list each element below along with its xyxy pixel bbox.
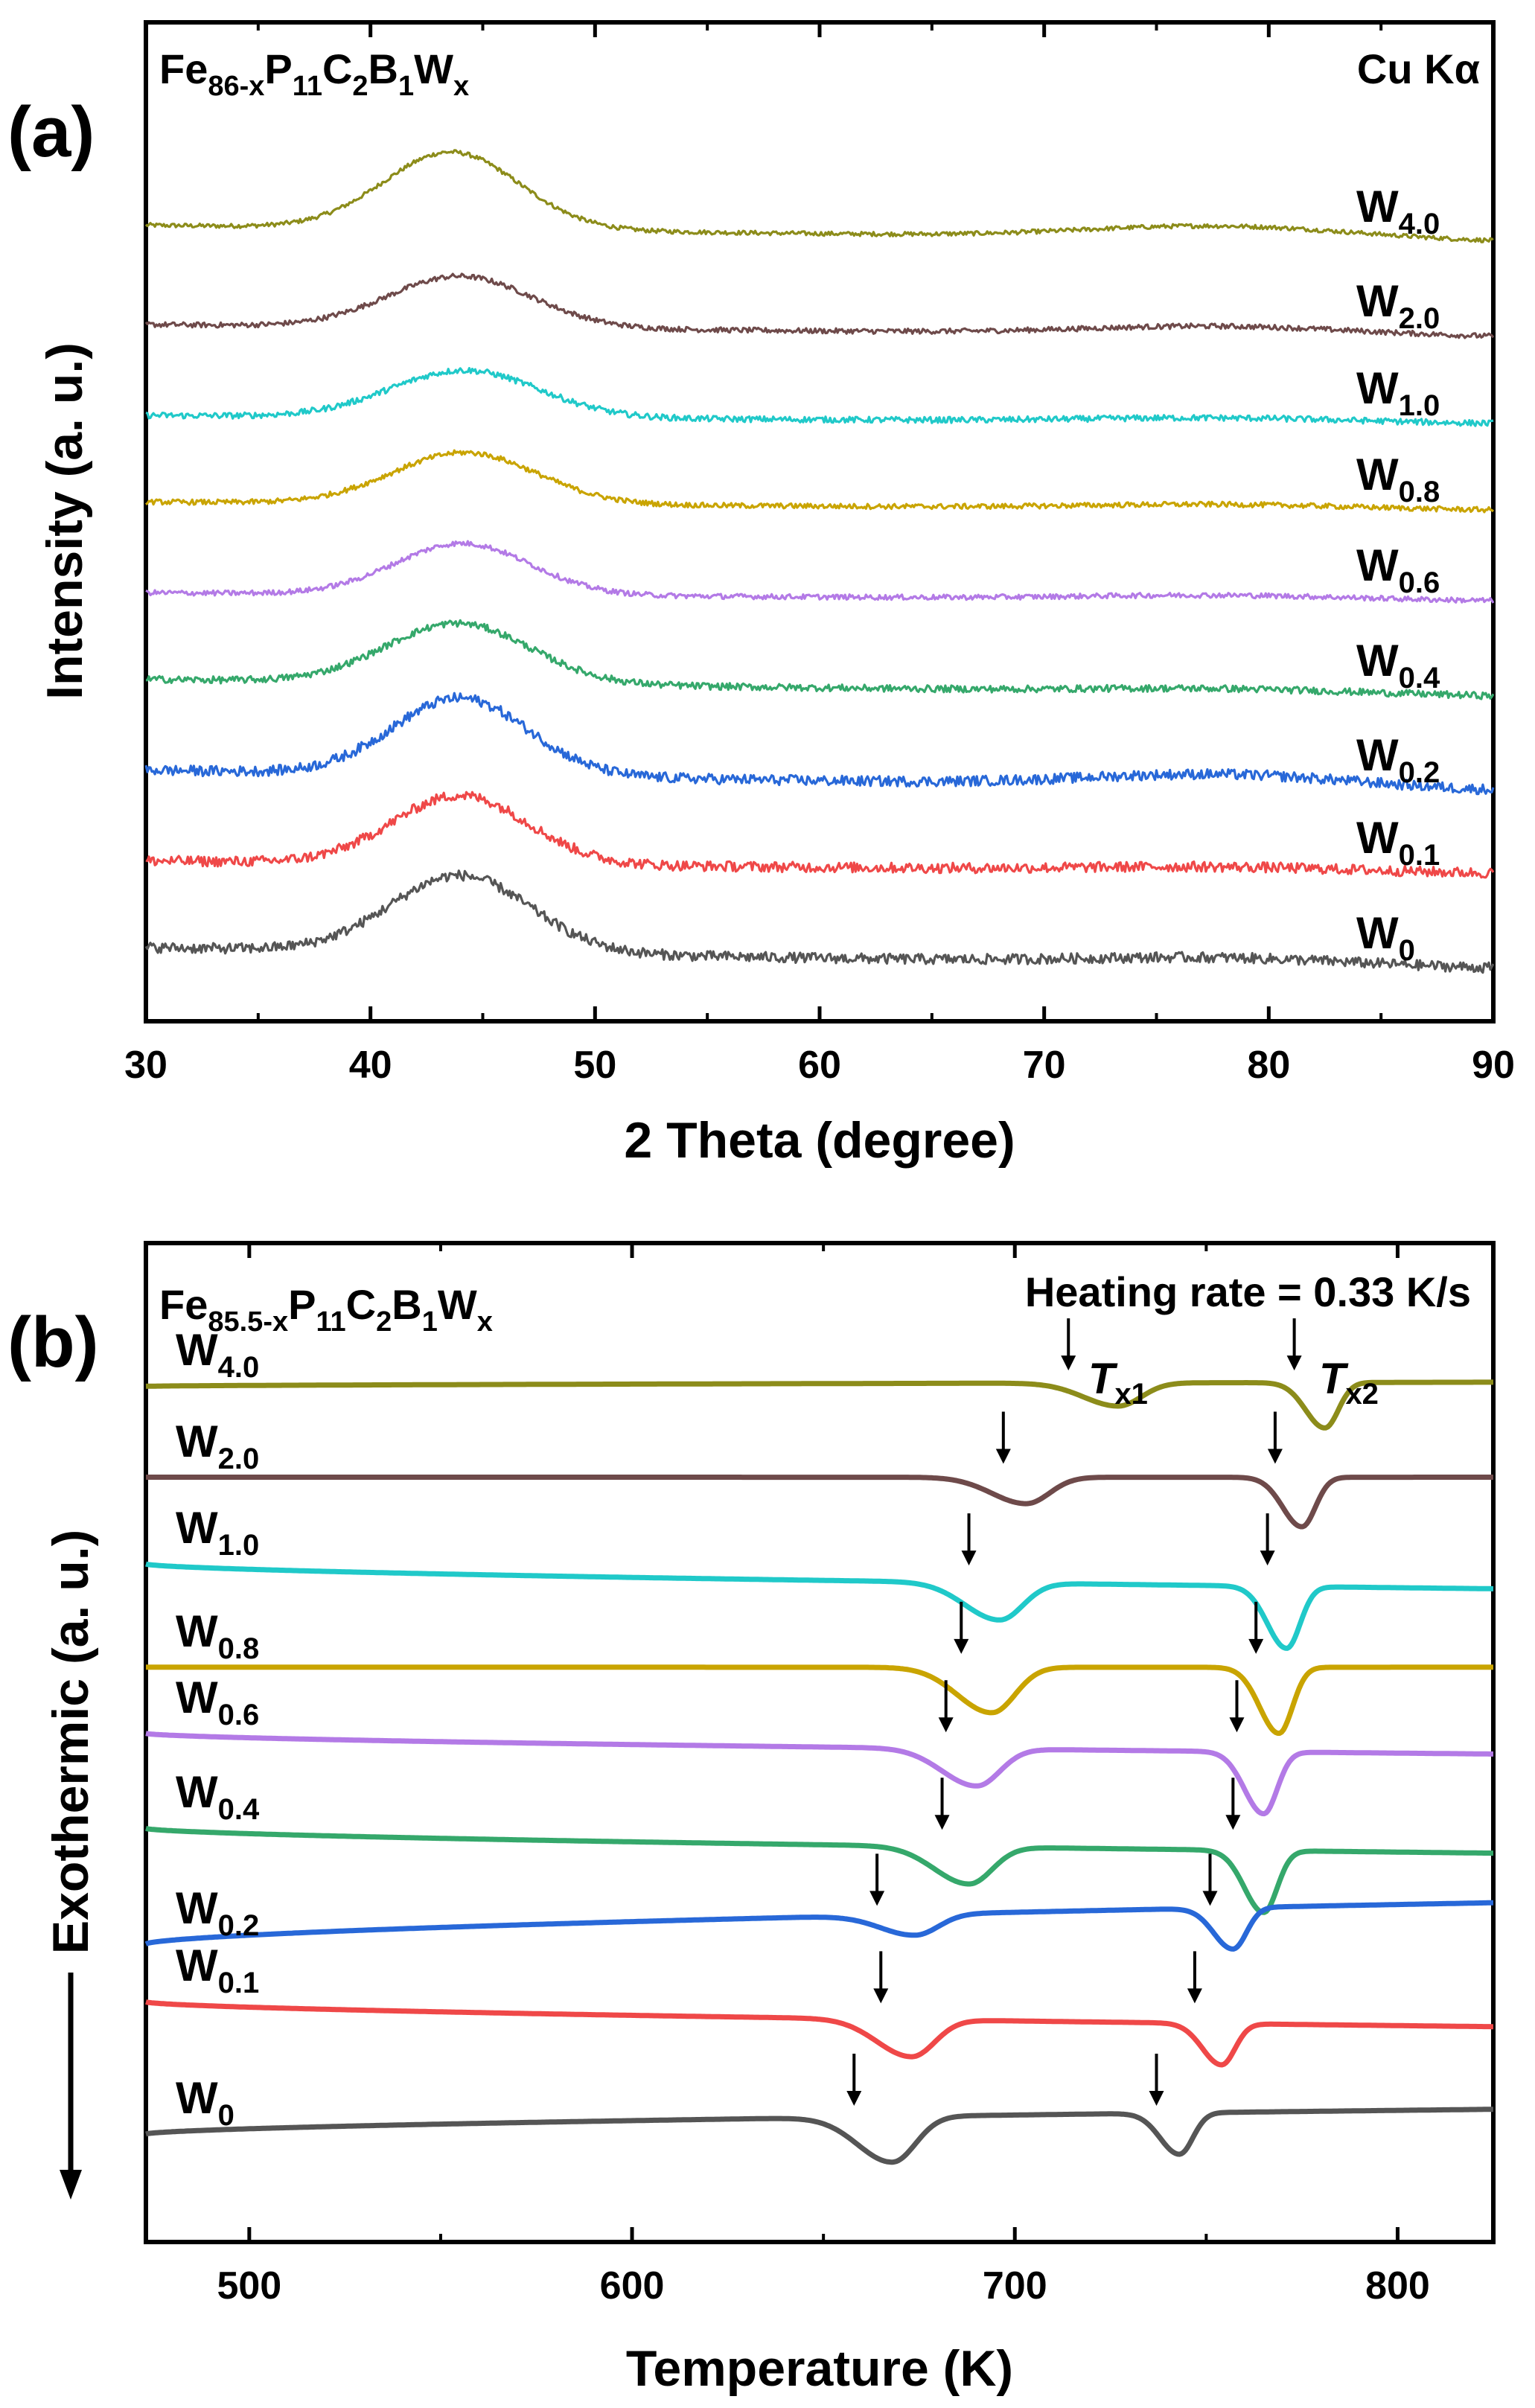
panel-a-xlabel: 2 Theta (degree) bbox=[624, 1112, 1015, 1169]
exothermic-arrow-head bbox=[60, 2170, 82, 2200]
xrd-xtick-label-80: 80 bbox=[1247, 1044, 1290, 1087]
dsc-onset-arrowhead-W0.2-tx2 bbox=[1202, 1891, 1218, 1906]
dsc-curve-W0 bbox=[145, 2107, 1494, 2165]
panel-b-heating-rate: Heating rate = 0.33 K/s bbox=[1025, 1268, 1471, 1315]
dsc-xtick-label-500: 500 bbox=[217, 2264, 281, 2308]
dsc-xtick-label-600: 600 bbox=[600, 2264, 665, 2308]
dsc-label-W2.0: W2.0 bbox=[176, 1417, 259, 1475]
panel-b-xlabel: Temperature (K) bbox=[626, 2340, 1013, 2397]
xrd-xtick-label-60: 60 bbox=[798, 1044, 841, 1087]
tx1-label: Tx1 bbox=[1088, 1355, 1148, 1411]
panel-a-series-labels: W4.0 W2.0 W1.0 W0.8 W0.6 W0.4 W0.2 W0.1 W0 bbox=[1356, 182, 1440, 967]
xrd-curve-W2.0 bbox=[144, 272, 1495, 339]
panel-a-ylabel: Intensity (a. u.) bbox=[36, 342, 93, 700]
xrd-label-W4.0: W4.0 bbox=[1356, 182, 1440, 240]
dsc-curve-W2.0 bbox=[145, 1475, 1494, 1530]
xrd-xtick-label-40: 40 bbox=[349, 1044, 392, 1087]
dsc-curve-W4.0 bbox=[145, 1379, 1494, 1431]
xrd-xtick-label-50: 50 bbox=[573, 1044, 616, 1087]
xrd-label-W0: W0 bbox=[1356, 908, 1415, 967]
dsc-label-W1.0: W1.0 bbox=[176, 1503, 259, 1562]
dsc-onset-arrowhead-W4.0-tx2 bbox=[1286, 1355, 1302, 1371]
dsc-onset-arrowhead-W2.0-tx2 bbox=[1267, 1449, 1283, 1464]
xrd-xtick-label-70: 70 bbox=[1023, 1044, 1066, 1087]
xrd-curve-W0 bbox=[144, 869, 1495, 974]
xrd-curve-W0.6 bbox=[145, 540, 1495, 604]
dsc-xtick-label-700: 700 bbox=[983, 2264, 1047, 2308]
panel-a-ticks: 30 40 50 60 70 80 90 bbox=[124, 22, 1515, 1087]
dsc-curve-W0.4 bbox=[145, 1825, 1494, 1915]
dsc-curve-W0.1 bbox=[145, 1999, 1494, 2068]
tx2-label: Tx2 bbox=[1319, 1355, 1379, 1411]
panel-a-letter: (a) bbox=[7, 92, 95, 172]
dsc-label-W0: W0 bbox=[176, 2073, 234, 2132]
dsc-curve-W1.0 bbox=[145, 1561, 1494, 1651]
dsc-label-W0.8: W0.8 bbox=[176, 1606, 259, 1665]
dsc-xtick-label-800: 800 bbox=[1365, 2264, 1430, 2308]
panel-b-frame bbox=[144, 1241, 1496, 2244]
xrd-curve-W4.0 bbox=[144, 149, 1494, 243]
xrd-label-W2.0: W2.0 bbox=[1356, 276, 1440, 335]
dsc-onset-arrowhead-W1.0-tx2 bbox=[1260, 1550, 1275, 1566]
dsc-curve-W0.2 bbox=[144, 1900, 1494, 1952]
dsc-label-W4.0: W4.0 bbox=[176, 1325, 259, 1384]
xrd-curve-W1.0 bbox=[145, 367, 1494, 427]
panel-a-curves bbox=[144, 149, 1495, 974]
dsc-onset-arrowhead-W0-tx2 bbox=[1149, 2091, 1164, 2107]
dsc-label-W0.6: W0.6 bbox=[176, 1673, 259, 1731]
panel-b-formula: Fe85.5-xP11C2B1Wx bbox=[159, 1281, 493, 1338]
panel-a-formula: Fe86-xP11C2B1Wx bbox=[159, 45, 469, 102]
dsc-onset-arrowhead-W0.2-tx1 bbox=[869, 1891, 885, 1906]
panel-b-series-labels: W4.0 W2.0 W1.0 W0.8 W0.6 W0.4 W0.2W0.1 W0 bbox=[176, 1325, 260, 2132]
panel-b-dsc: (b) 500 600 700 800 W4.0 W2.0 W1.0 W0.8 W0.6 W0.… bbox=[7, 1241, 1496, 2397]
xrd-label-W0.2: W0.2 bbox=[1356, 730, 1440, 789]
panel-b-onset-arrows bbox=[846, 1318, 1302, 2107]
panel-b-letter: (b) bbox=[7, 1303, 99, 1382]
dsc-onset-arrowhead-W0.6-tx2 bbox=[1229, 1717, 1245, 1733]
dsc-label-W0.1: W0.1 bbox=[176, 1941, 259, 1999]
panel-a-radiation: Cu Kα bbox=[1357, 45, 1480, 92]
panel-a-xrd: (a) 30 40 50 60 70 80 90 W4.0W2.0W1.0W0.8W0.6W… bbox=[7, 20, 1515, 1169]
xrd-label-W0.6: W0.6 bbox=[1356, 540, 1440, 599]
panel-a-frame bbox=[144, 20, 1496, 1023]
xrd-xtick-label-30: 30 bbox=[124, 1044, 167, 1087]
panel-b-curves bbox=[144, 1379, 1494, 2165]
dsc-onset-arrowhead-W0-tx1 bbox=[846, 2091, 862, 2107]
dsc-label-W0.2: W0.2 bbox=[176, 1883, 259, 1942]
xrd-xtick-label-90: 90 bbox=[1472, 1044, 1515, 1087]
dsc-curve-W0.8 bbox=[145, 1664, 1494, 1736]
xrd-curve-W0.2 bbox=[144, 692, 1495, 796]
dsc-onset-arrowhead-W2.0-tx1 bbox=[995, 1449, 1011, 1464]
panel-b-ticks: 500 600 700 800 bbox=[217, 1243, 1430, 2308]
dsc-onset-arrowhead-W1.0-tx1 bbox=[961, 1550, 977, 1566]
dsc-onset-arrowhead-W4.0-tx1 bbox=[1061, 1355, 1076, 1371]
xrd-label-W1.0: W1.0 bbox=[1356, 363, 1440, 422]
xrd-curve-W0.8 bbox=[145, 449, 1494, 514]
dsc-onset-arrowhead-W0.4-tx1 bbox=[934, 1815, 950, 1830]
dsc-onset-arrowhead-W0.6-tx1 bbox=[938, 1717, 954, 1733]
panel-b-ylabel: Exothermic (a. u.) bbox=[42, 1530, 99, 1955]
xrd-label-W0.1: W0.1 bbox=[1356, 813, 1440, 872]
dsc-label-W0.4: W0.4 bbox=[176, 1767, 260, 1826]
dsc-onset-arrowhead-W0.1-tx1 bbox=[873, 1988, 889, 2004]
dsc-onset-arrowhead-W0.1-tx2 bbox=[1187, 1988, 1202, 2004]
xrd-curve-W0.4 bbox=[145, 619, 1495, 700]
xrd-curve-W0.1 bbox=[145, 791, 1495, 879]
xrd-label-W0.4: W0.4 bbox=[1356, 636, 1440, 694]
dsc-curve-W0.6 bbox=[145, 1731, 1494, 1817]
xrd-label-W0.8: W0.8 bbox=[1356, 450, 1440, 508]
dsc-onset-arrowhead-W0.4-tx2 bbox=[1225, 1815, 1241, 1830]
dsc-onset-arrowhead-W0.8-tx1 bbox=[954, 1638, 969, 1654]
dsc-onset-arrowhead-W0.8-tx2 bbox=[1248, 1638, 1264, 1654]
